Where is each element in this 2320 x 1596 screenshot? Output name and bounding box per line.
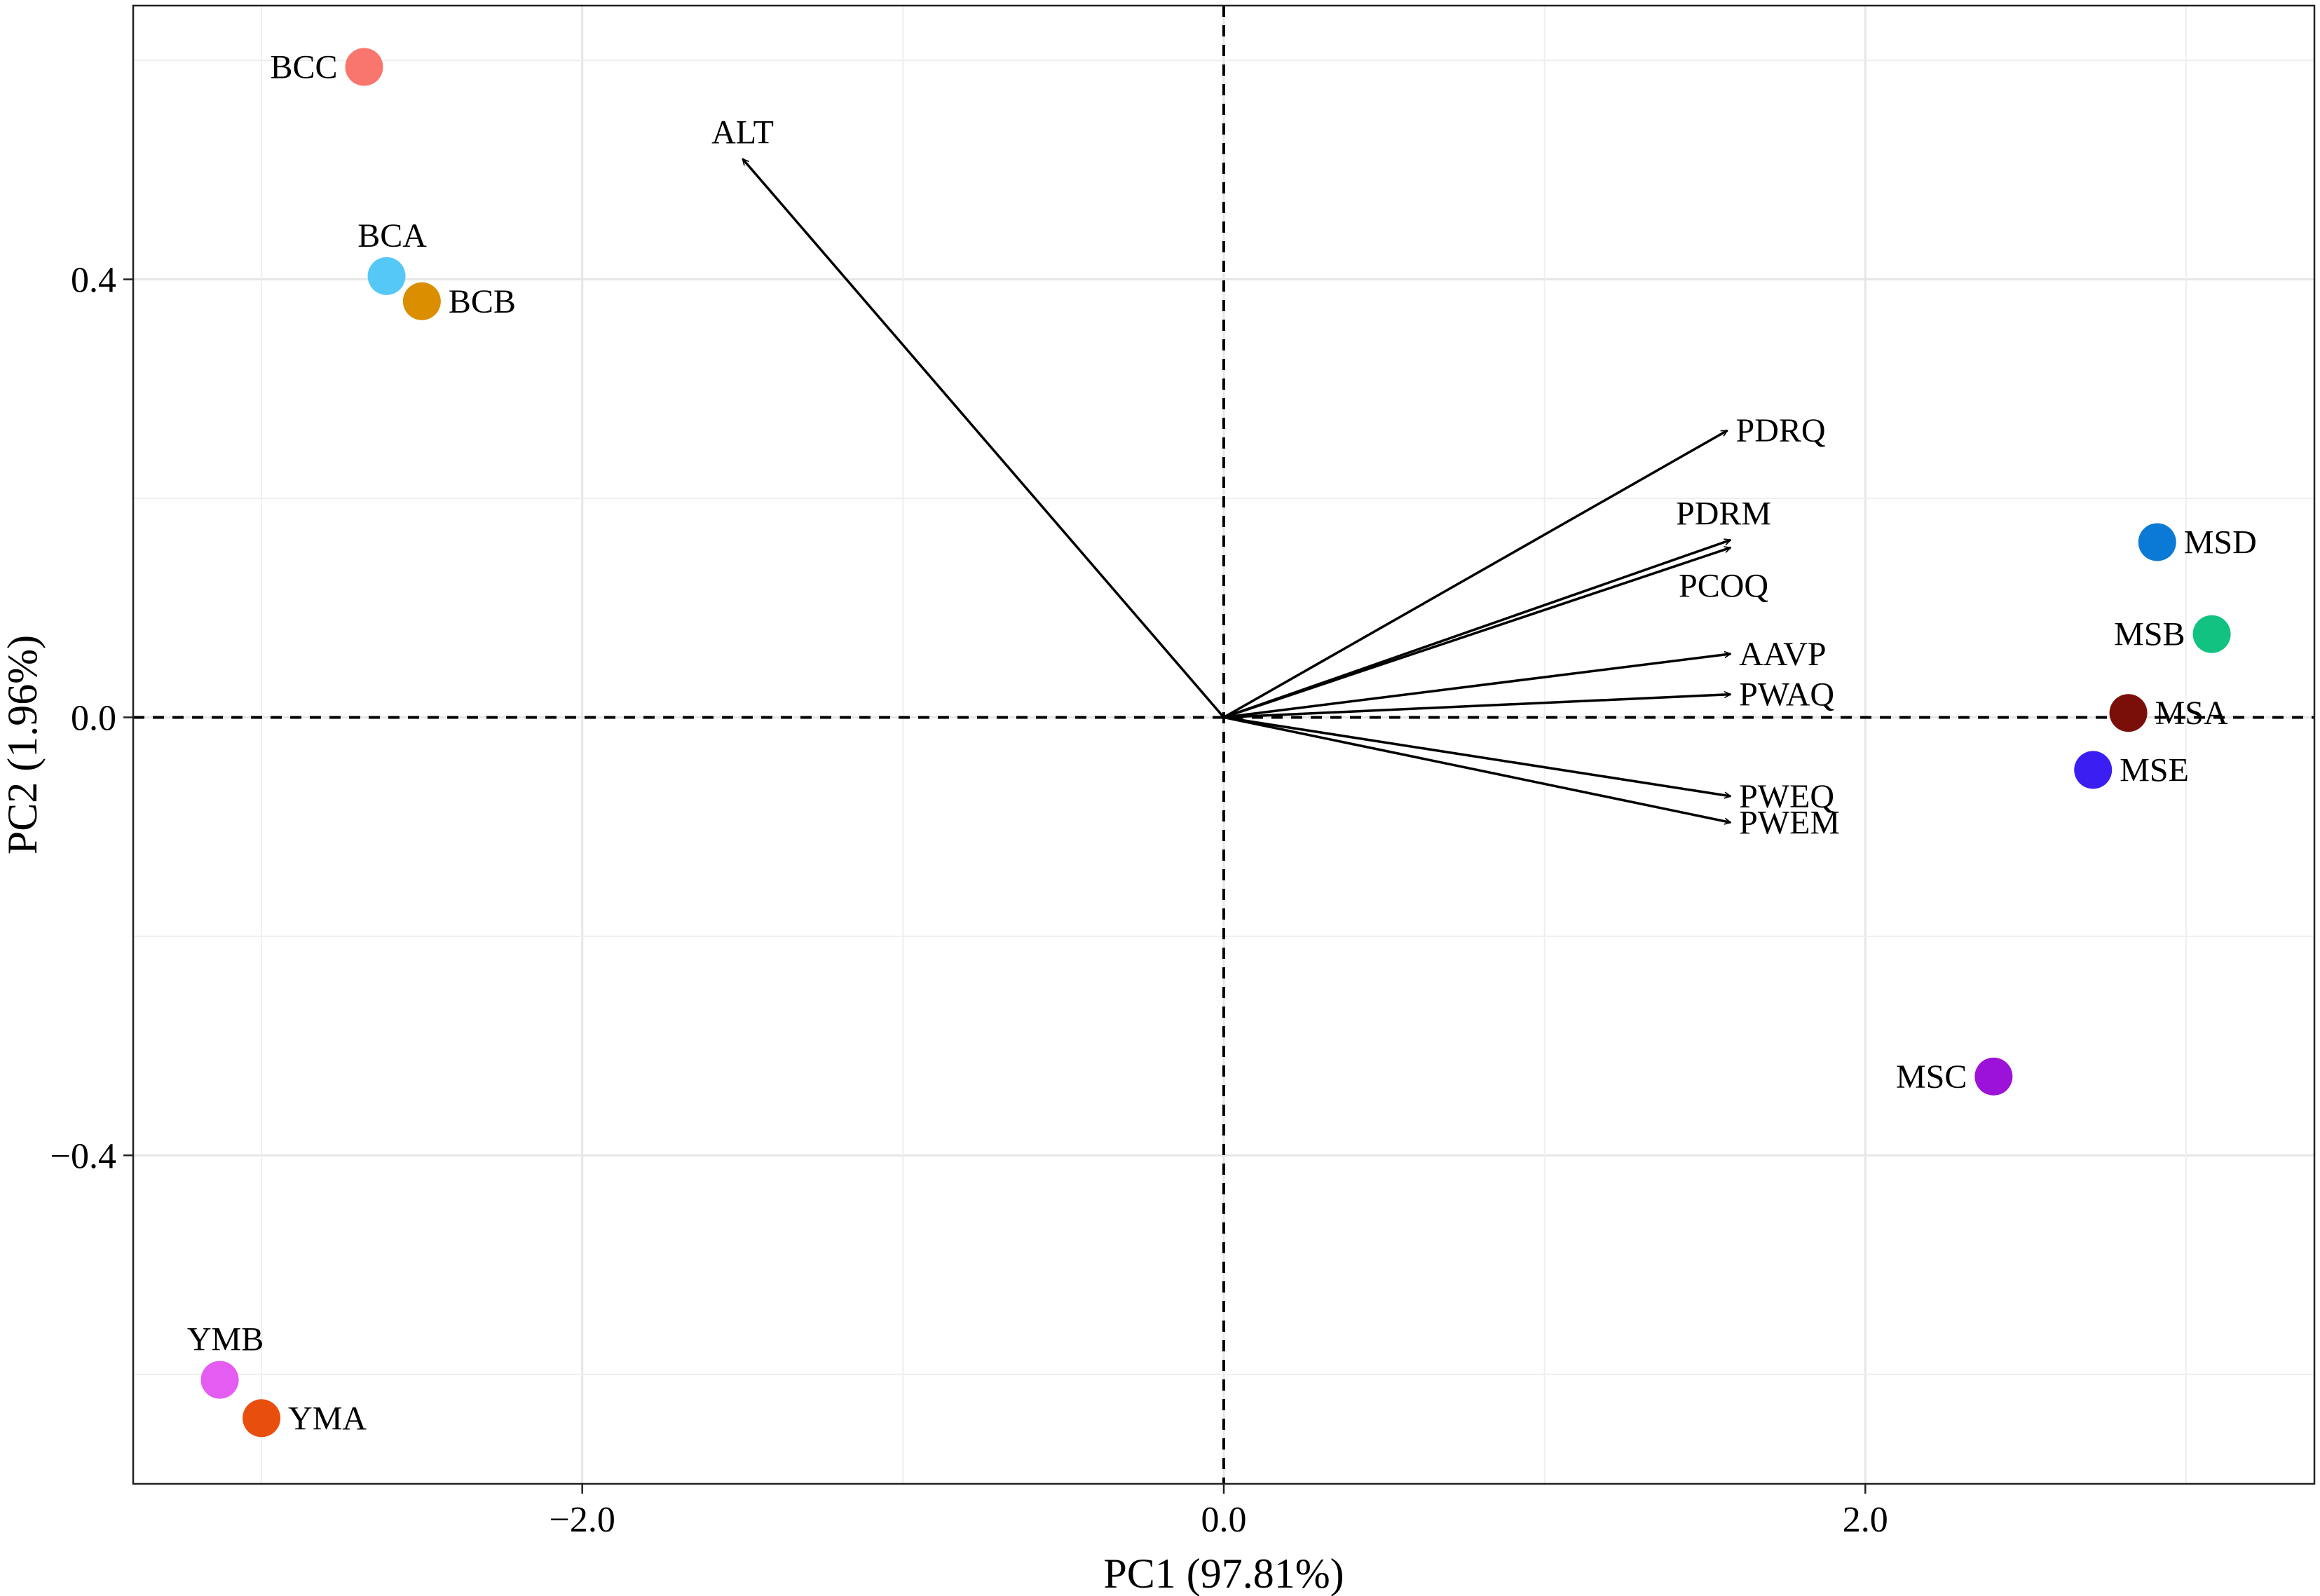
point-label-bcc: BCC: [270, 48, 337, 86]
point-label-yma: YMA: [288, 1400, 367, 1437]
y-tick-label: 0.4: [71, 261, 116, 301]
loading-arrow-pwem: [1223, 716, 1731, 822]
point-bca: [367, 257, 406, 295]
point-label-msd: MSD: [2184, 524, 2257, 561]
y-tick-label: −0.4: [50, 1136, 116, 1176]
loading-arrow-pcoq: [1223, 547, 1731, 719]
point-ymb: [200, 1360, 239, 1399]
point-label-mse: MSE: [2120, 751, 2189, 789]
point-msc: [1974, 1057, 2013, 1096]
y-axis-title: PC2 (1.96%): [0, 635, 46, 854]
point-label-bca: BCA: [357, 217, 427, 254]
x-axis-title: PC1 (97.81%): [1103, 1550, 1344, 1596]
point-msd: [2138, 523, 2176, 561]
loading-arrow-pweq: [1223, 716, 1731, 796]
point-label-msa: MSA: [2155, 695, 2228, 732]
loading-arrow-alt: [742, 159, 1225, 718]
x-tick-label: 0.0: [1201, 1500, 1247, 1540]
point-bcb: [402, 282, 441, 320]
point-label-msc: MSC: [1896, 1058, 1967, 1096]
point-label-msb: MSB: [2114, 616, 2185, 653]
vector-label-alt: ALT: [711, 114, 774, 151]
loading-arrow-pwaq: [1223, 695, 1731, 719]
point-bcc: [345, 48, 383, 86]
point-yma: [243, 1399, 281, 1438]
loading-arrow-aavp: [1223, 654, 1731, 719]
vector-label-pdrq: PDRQ: [1736, 412, 1826, 449]
loading-arrow-pdrq: [1223, 429, 1728, 718]
sample-points: BCC BCA BCB YMB YMA MSD MSB MSA MSE MSC: [187, 48, 2257, 1438]
point-mse: [2074, 751, 2113, 789]
vector-label-aavp: AAVP: [1739, 636, 1827, 673]
vector-label-pwem: PWEM: [1739, 804, 1840, 841]
vector-label-pwaq: PWAQ: [1739, 676, 1834, 714]
y-tick-label: 0.0: [71, 698, 116, 738]
point-msb: [2192, 615, 2231, 653]
vector-label-pdrm: PDRM: [1676, 495, 1771, 532]
point-label-bcb: BCB: [449, 283, 516, 320]
x-tick-label: −2.0: [550, 1500, 615, 1540]
axes: −2.0 0.0 2.0 −0.4 0.0 0.4: [50, 261, 1888, 1540]
vector-label-pweq: PWEQ: [1739, 778, 1834, 815]
point-label-ymb: YMB: [187, 1321, 264, 1358]
vector-label-pcoq: PCOQ: [1679, 567, 1768, 604]
point-msa: [2109, 694, 2148, 732]
x-tick-label: 2.0: [1843, 1500, 1888, 1540]
